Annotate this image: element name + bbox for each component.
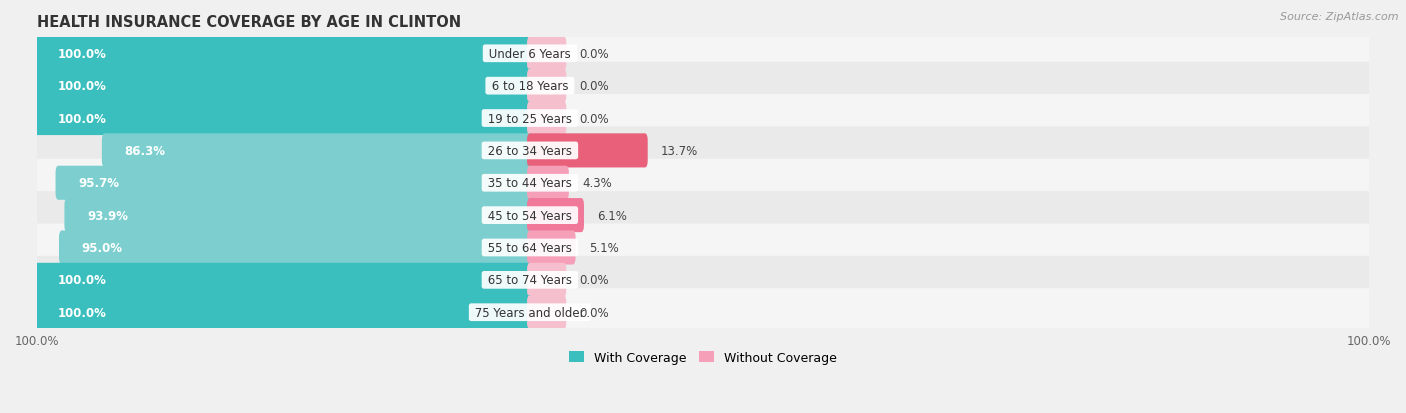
FancyBboxPatch shape [34,159,1372,207]
FancyBboxPatch shape [56,166,533,200]
FancyBboxPatch shape [65,199,533,233]
Text: 100.0%: 100.0% [58,47,105,61]
FancyBboxPatch shape [34,256,1372,304]
Text: 0.0%: 0.0% [579,112,609,125]
FancyBboxPatch shape [527,102,567,136]
FancyBboxPatch shape [527,295,567,330]
Text: 6 to 18 Years: 6 to 18 Years [488,80,572,93]
Text: 0.0%: 0.0% [579,274,609,287]
Text: 5.1%: 5.1% [589,242,619,254]
Text: 93.9%: 93.9% [87,209,128,222]
Text: Under 6 Years: Under 6 Years [485,47,575,61]
Text: 65 to 74 Years: 65 to 74 Years [484,274,576,287]
Text: 0.0%: 0.0% [579,47,609,61]
Text: 100.0%: 100.0% [58,274,105,287]
FancyBboxPatch shape [34,62,1372,110]
Text: 75 Years and older: 75 Years and older [471,306,589,319]
Text: 4.3%: 4.3% [582,177,612,190]
FancyBboxPatch shape [527,166,569,200]
FancyBboxPatch shape [34,37,533,71]
Text: 13.7%: 13.7% [661,145,697,157]
FancyBboxPatch shape [34,30,1372,78]
Text: 86.3%: 86.3% [125,145,166,157]
Text: HEALTH INSURANCE COVERAGE BY AGE IN CLINTON: HEALTH INSURANCE COVERAGE BY AGE IN CLIN… [37,15,461,30]
FancyBboxPatch shape [34,224,1372,272]
Text: 100.0%: 100.0% [58,80,105,93]
FancyBboxPatch shape [527,37,567,71]
FancyBboxPatch shape [101,134,533,168]
FancyBboxPatch shape [527,69,567,104]
FancyBboxPatch shape [527,134,648,168]
FancyBboxPatch shape [34,263,533,297]
FancyBboxPatch shape [34,289,1372,336]
FancyBboxPatch shape [34,102,533,136]
FancyBboxPatch shape [527,263,567,297]
Text: 0.0%: 0.0% [579,306,609,319]
Text: 95.0%: 95.0% [82,242,122,254]
FancyBboxPatch shape [527,231,575,265]
Text: 35 to 44 Years: 35 to 44 Years [484,177,575,190]
Text: 26 to 34 Years: 26 to 34 Years [484,145,576,157]
FancyBboxPatch shape [34,127,1372,175]
FancyBboxPatch shape [34,192,1372,240]
Text: Source: ZipAtlas.com: Source: ZipAtlas.com [1281,12,1399,22]
FancyBboxPatch shape [34,95,1372,142]
Text: 45 to 54 Years: 45 to 54 Years [484,209,575,222]
Text: 19 to 25 Years: 19 to 25 Years [484,112,576,125]
FancyBboxPatch shape [59,231,533,265]
FancyBboxPatch shape [34,69,533,104]
FancyBboxPatch shape [34,295,533,330]
Text: 100.0%: 100.0% [58,112,105,125]
Text: 6.1%: 6.1% [598,209,627,222]
FancyBboxPatch shape [527,199,583,233]
Text: 100.0%: 100.0% [58,306,105,319]
Text: 0.0%: 0.0% [579,80,609,93]
Text: 95.7%: 95.7% [79,177,120,190]
Text: 55 to 64 Years: 55 to 64 Years [484,242,575,254]
Legend: With Coverage, Without Coverage: With Coverage, Without Coverage [564,346,842,369]
